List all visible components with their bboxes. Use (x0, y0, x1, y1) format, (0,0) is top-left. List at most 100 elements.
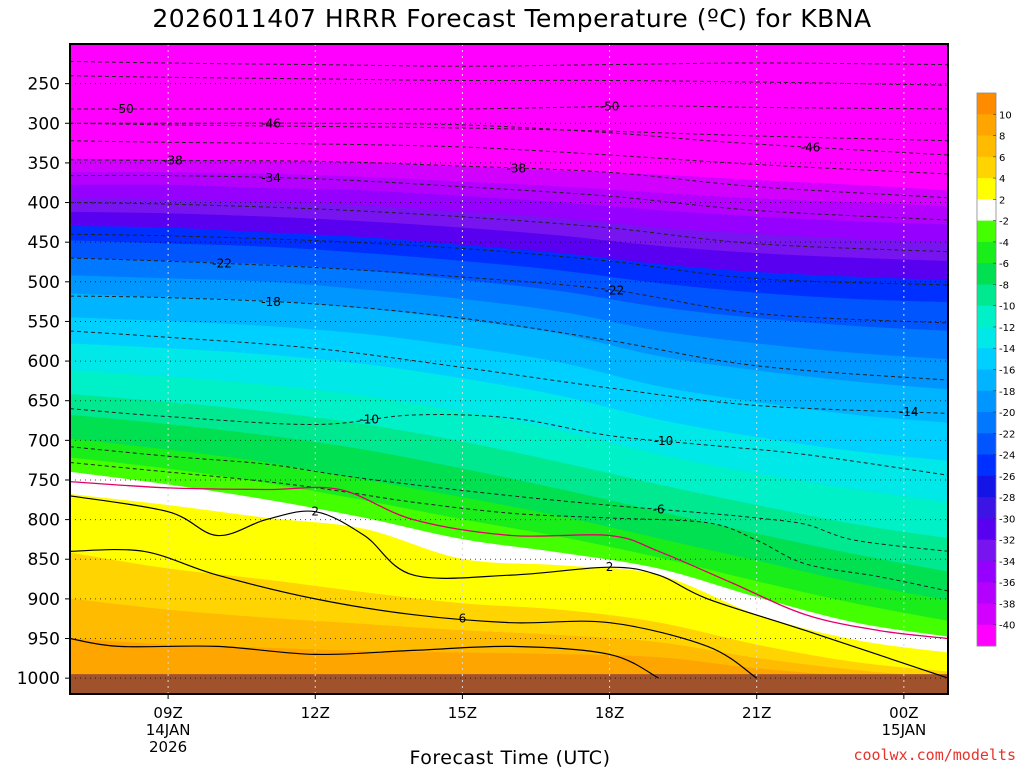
x-tick-label: 15Z (448, 704, 477, 722)
colorbar-label: -36 (999, 578, 1015, 589)
contour-line (69, 295, 949, 381)
colorbar-swatch (977, 390, 996, 413)
y-tick-label: 800 (28, 511, 60, 531)
plot-frame (69, 43, 949, 695)
temperature-bands (69, 43, 949, 695)
colorbar-swatch (977, 560, 996, 583)
colorbar-swatch (977, 454, 996, 477)
contour-line (69, 548, 758, 679)
contour-line (69, 75, 949, 86)
ground-layer (70, 674, 948, 694)
contour-label: -22 (212, 257, 232, 271)
x-tick-label: 09Z (153, 704, 182, 722)
colorbar-label: -34 (999, 557, 1015, 568)
contour-line (69, 233, 949, 286)
contour-label: -6 (653, 502, 665, 516)
colorbar-label: -24 (999, 451, 1015, 462)
contour-line (69, 159, 949, 199)
y-tick-label: 350 (28, 154, 60, 174)
y-tick-label: 450 (28, 233, 60, 253)
contour-label: -10 (654, 434, 674, 448)
contour-label: -46 (801, 140, 821, 154)
y-tick-label: 500 (28, 273, 60, 293)
colorbar-label: -28 (999, 493, 1015, 504)
x-tick-date: 15JAN (881, 721, 926, 739)
x-tick-label: 12Z (301, 704, 330, 722)
contour-label: -22 (605, 284, 625, 298)
contour-line (69, 140, 949, 175)
contour-label: -10 (359, 412, 379, 426)
colorbar-label: -40 (999, 621, 1015, 632)
contour-line (70, 105, 949, 110)
y-tick-label: 750 (28, 471, 60, 491)
contour-line (69, 446, 949, 552)
colorbar-swatch (977, 348, 996, 370)
contour-label: -18 (261, 295, 281, 309)
colorbar-swatch (977, 497, 996, 519)
chart-title: 2026011407 HRRR Forecast Temperature (ºC… (152, 4, 871, 33)
colorbar-swatch (977, 624, 996, 647)
contour-label: -50 (114, 102, 134, 116)
colorbar-swatch (977, 433, 996, 456)
colorbar-label: 10 (999, 110, 1012, 121)
colorbar-label: -38 (999, 599, 1015, 610)
colorbar-label: -26 (999, 472, 1015, 483)
colorbar-swatch (977, 603, 996, 626)
colorbar-swatch (977, 326, 996, 349)
colorbar-label: -30 (999, 514, 1015, 525)
colorbar-label: -6 (999, 259, 1009, 270)
colorbar-label: -2 (999, 217, 1009, 228)
y-tick-label: 550 (28, 312, 60, 332)
y-tick-label: 900 (28, 590, 60, 610)
colorbar-swatch (977, 156, 996, 179)
colorbar-label: 6 (999, 153, 1005, 164)
contour-line (69, 330, 949, 414)
x-tick-year: 2026 (149, 738, 187, 756)
colorbar-label: 8 (999, 132, 1005, 143)
contour-line (69, 495, 949, 679)
contour-label: 6 (459, 612, 467, 626)
colorbar-swatch (977, 135, 996, 158)
contour-label: -38 (507, 161, 527, 175)
y-tick-label: 250 (28, 75, 60, 95)
colorbar-label: 4 (999, 174, 1005, 185)
colorbar-label: 2 (999, 195, 1005, 206)
contour-line (69, 174, 949, 221)
contour-line (69, 637, 659, 679)
y-tick-label: 300 (28, 114, 60, 134)
colorbar-swatch (977, 220, 996, 243)
x-tick-label: 00Z (889, 704, 918, 722)
contour-line (69, 462, 949, 592)
colorbar: 10 8 6 4 2 -2 -4 -6 -8 -10 -12 -14 -16 -18 -20 -22 -24 -2… (976, 92, 1015, 647)
colorbar-swatch (977, 518, 996, 541)
y-tick-label: 600 (28, 352, 60, 372)
contour-line (69, 60, 949, 67)
contour-line (69, 122, 949, 142)
colorbar-label: -32 (999, 536, 1015, 547)
contour-line (69, 202, 949, 253)
colorbar-swatch (977, 178, 996, 200)
y-tick-label: 1000 (17, 669, 60, 689)
colorbar-swatch (977, 539, 996, 562)
contour-line (70, 122, 949, 156)
y-axis: 250 300 350 400 450 500 550 600 650 700 750 800 850 9… (17, 75, 70, 689)
credit-link[interactable]: coolwx.com/modelts (853, 746, 1016, 764)
colorbar-label: -4 (999, 238, 1009, 249)
contour-label: -46 (261, 116, 281, 130)
colorbar-swatch (977, 369, 996, 392)
contour-label: -50 (600, 100, 620, 114)
contour-label: -14 (899, 405, 919, 419)
y-tick-label: 700 (28, 431, 60, 451)
colorbar-swatch (977, 412, 996, 434)
y-tick-label: 650 (28, 392, 60, 412)
x-axis-label: Forecast Time (UTC) (410, 747, 611, 768)
y-tick-label: 850 (28, 550, 60, 570)
colorbar-label: -16 (999, 366, 1015, 377)
colorbar-swatch (977, 93, 996, 115)
x-tick-label: 21Z (742, 704, 771, 722)
contour-lines (69, 60, 949, 679)
colorbar-swatch (977, 263, 996, 285)
contour-label: -38 (163, 154, 183, 168)
contour-label: 2 (606, 560, 614, 574)
